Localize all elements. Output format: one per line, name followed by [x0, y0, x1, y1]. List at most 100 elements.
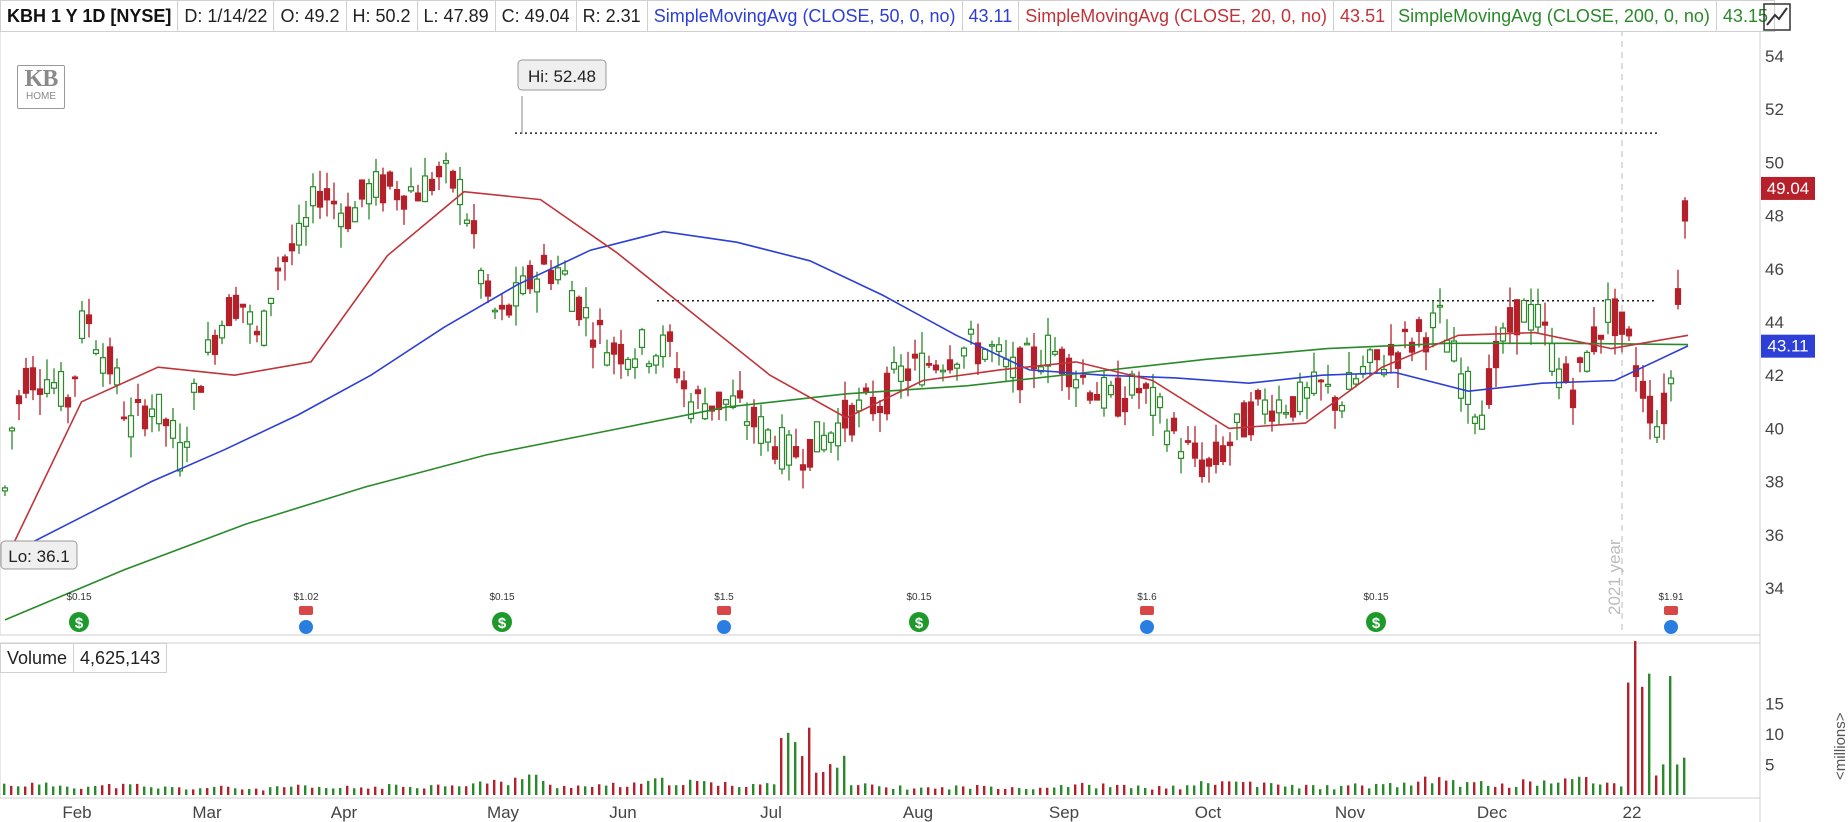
volume-bar [1452, 780, 1455, 795]
candle-body [960, 347, 968, 357]
candle-body [925, 363, 933, 366]
volume-bar [325, 788, 328, 795]
volume-bar [584, 786, 587, 795]
candle-body [575, 296, 583, 321]
volume-bar [346, 785, 349, 795]
sma50-label[interactable]: SimpleMovingAvg (CLOSE, 50, 0, no) [647, 0, 963, 32]
candle-body [1184, 440, 1192, 443]
volume-bar [843, 755, 846, 795]
volume-bar [1592, 783, 1595, 795]
candle-body [162, 418, 170, 427]
candle-body [561, 270, 569, 275]
candle-body [288, 243, 296, 252]
price-pane: 34 36 38 40 42 44 46 48 50 52 54 Feb Mar Apr May Jun Jul… [0, 29, 1815, 822]
candle-body [274, 267, 282, 272]
candle-body [946, 359, 954, 371]
candle-body [1590, 326, 1598, 353]
volume-bar [80, 788, 83, 795]
volume-bar [164, 786, 167, 795]
sma200-label[interactable]: SimpleMovingAvg (CLOSE, 200, 0, no) [1392, 0, 1717, 32]
candle-body [785, 434, 793, 466]
candle-body [1646, 395, 1654, 424]
earnings-info-icon [1664, 620, 1678, 634]
volume-bar [878, 786, 881, 795]
candle-body [582, 307, 590, 319]
x-tick-label: Jul [760, 803, 782, 822]
volume-bar [1165, 788, 1168, 795]
volume-bar [451, 785, 454, 795]
volume-bar [1116, 784, 1119, 795]
logo-subtext: HOME [26, 91, 56, 102]
volume-bar [1480, 781, 1483, 795]
candle-body [323, 188, 331, 201]
volume-bar [1396, 787, 1399, 795]
candle-body [1373, 349, 1381, 361]
volume-bar [353, 788, 356, 795]
candle-body [78, 310, 86, 340]
y-tick-label: 52 [1765, 100, 1784, 119]
close-label: C: 49.04 [495, 0, 577, 32]
volume-bar [227, 786, 230, 795]
y-tick-label: 48 [1765, 207, 1784, 226]
volume-legend: Volume 4,625,143 [0, 643, 168, 673]
sma20-label[interactable]: SimpleMovingAvg (CLOSE, 20, 0, no) [1019, 0, 1335, 32]
volume-bar [500, 781, 503, 795]
earnings-icon [299, 606, 313, 615]
volume-bar [1039, 787, 1042, 795]
volume-bar [423, 788, 426, 795]
kb-home-logo: KB HOME [17, 65, 65, 109]
candle-body [372, 171, 380, 198]
candle-body [617, 343, 625, 365]
candle-body [204, 339, 212, 353]
candle-body [120, 416, 128, 420]
candle-body [666, 331, 674, 342]
dividend-icon [69, 612, 89, 632]
candle-body [491, 309, 499, 313]
volume-bar [556, 788, 559, 795]
candle-body [498, 304, 506, 310]
volume-bar [339, 787, 342, 795]
volume-bar [759, 784, 762, 795]
volume-bar [962, 786, 965, 795]
earnings-info-icon [717, 620, 731, 634]
date-label: D: 1/14/22 [178, 0, 275, 32]
volume-bar [1130, 788, 1133, 795]
candle-body [554, 267, 562, 281]
volume-bar [1046, 787, 1049, 795]
candle-body [1247, 401, 1255, 436]
candle-body [421, 175, 429, 203]
volume-bar [318, 786, 321, 795]
volume-bar [1403, 782, 1406, 795]
candle-body [449, 170, 457, 189]
candle-body [1674, 288, 1682, 305]
x-tick-label: May [487, 803, 520, 822]
candle-body [680, 380, 688, 390]
volume-bar [255, 788, 258, 795]
candle-body [1527, 303, 1535, 331]
candle-body [827, 432, 835, 444]
volume-bar [1557, 782, 1560, 795]
volume-bar [213, 786, 216, 795]
volume-bar [1081, 782, 1084, 795]
candle-body [400, 195, 408, 210]
candle-body [1541, 321, 1549, 326]
candle-body [750, 406, 758, 428]
volume-bar [1431, 783, 1434, 795]
candle-body [1597, 334, 1605, 340]
volume-value: 4,625,143 [74, 643, 168, 673]
volume-bar [479, 781, 482, 795]
symbol-label[interactable]: KBH 1 Y 1D [NYSE] [0, 0, 179, 32]
volume-bar [395, 784, 398, 795]
volume-bar [808, 727, 811, 795]
chart-legend: KBH 1 Y 1D [NYSE] D: 1/14/22 O: 49.2 H: … [0, 0, 1775, 32]
chart-style-icon[interactable] [1763, 3, 1791, 31]
candle-body [295, 222, 303, 246]
volume-bar [1305, 784, 1308, 795]
candle-body [820, 434, 828, 451]
y-tick-label: 36 [1765, 526, 1784, 545]
volume-bar [1494, 786, 1497, 795]
candle-body [1450, 340, 1458, 362]
candle-body [1618, 311, 1626, 335]
volume-axis-label: <millions> [1832, 712, 1848, 780]
